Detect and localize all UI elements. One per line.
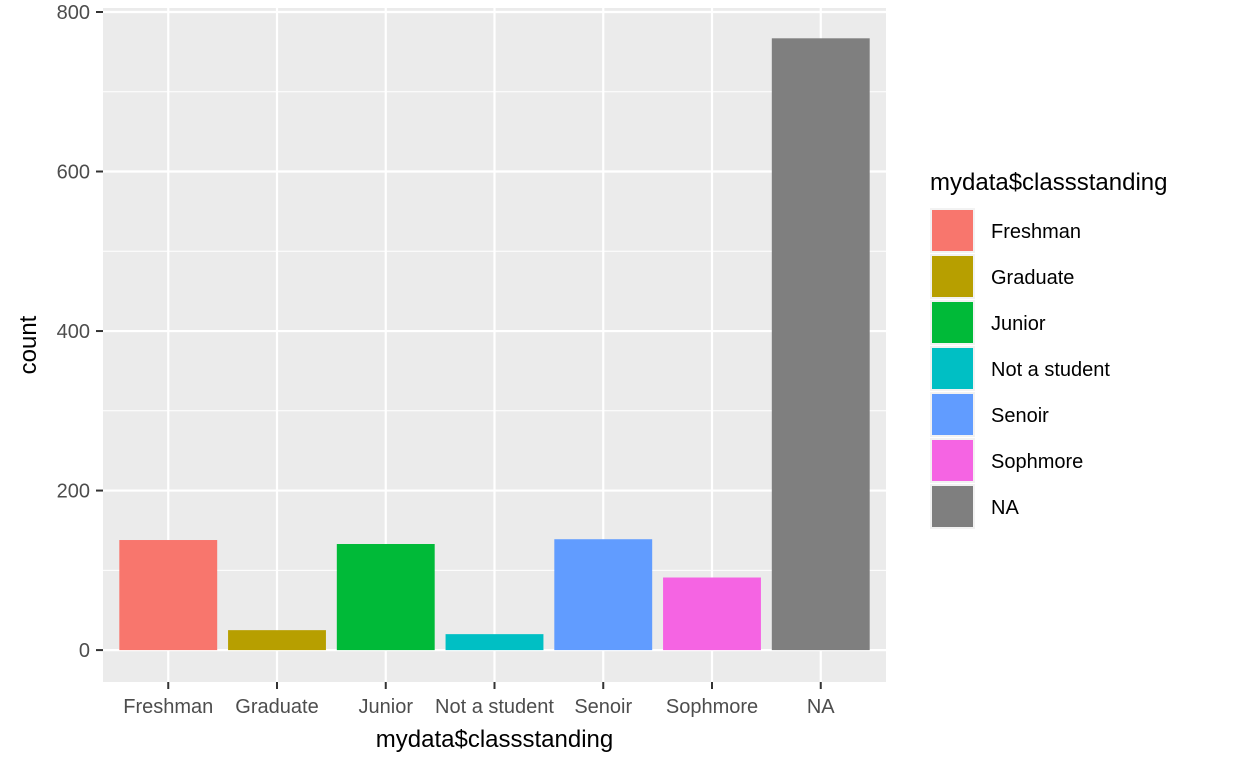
- legend-label: Not a student: [991, 359, 1110, 381]
- x-tick-label: Junior: [359, 696, 414, 718]
- bar-sophmore: [663, 577, 761, 651]
- legend-swatch: [932, 256, 973, 297]
- x-tick-label: NA: [807, 696, 835, 718]
- bar-senoir: [554, 539, 653, 651]
- x-tick-label: Sophmore: [666, 696, 758, 718]
- legend-title: mydata$classstanding: [930, 169, 1167, 196]
- y-tick-label: 200: [57, 481, 90, 503]
- x-tick-label: Not a student: [435, 696, 554, 718]
- x-tick-label: Graduate: [235, 696, 318, 718]
- bar-junior: [336, 544, 435, 651]
- legend-label: Sophmore: [991, 451, 1083, 473]
- bar-graduate: [228, 630, 326, 651]
- legend-swatch: [932, 394, 973, 435]
- x-axis: Freshman Graduate Junior Not a student Senoi…: [123, 682, 835, 718]
- y-tick-label: 0: [79, 640, 90, 662]
- bar-na: [771, 38, 870, 651]
- y-tick-label: 400: [57, 321, 90, 343]
- y-tick-label: 800: [57, 2, 90, 24]
- bars: [119, 38, 870, 651]
- legend-label: Graduate: [991, 267, 1074, 289]
- legend-swatch: [932, 486, 973, 527]
- legend-label: Freshman: [991, 221, 1081, 243]
- bar-freshman: [119, 540, 218, 651]
- legend-swatch: [932, 302, 973, 343]
- bar-not-a-student: [445, 634, 544, 651]
- legend-label: Junior: [991, 313, 1046, 335]
- legend-label: Senoir: [991, 405, 1049, 427]
- legend-swatch: [932, 348, 973, 389]
- y-axis-title: count: [15, 315, 42, 374]
- legend: mydata$classstanding Freshman Graduate Jun…: [930, 169, 1167, 529]
- y-tick-label: 600: [57, 162, 90, 184]
- x-tick-label: Senoir: [574, 696, 632, 718]
- x-tick-label: Freshman: [123, 696, 213, 718]
- x-axis-title: mydata$classstanding: [376, 726, 613, 753]
- legend-swatch: [932, 440, 973, 481]
- y-axis: 0 200 400 600 800: [57, 2, 103, 662]
- legend-label: NA: [991, 497, 1019, 519]
- legend-swatch: [932, 210, 973, 251]
